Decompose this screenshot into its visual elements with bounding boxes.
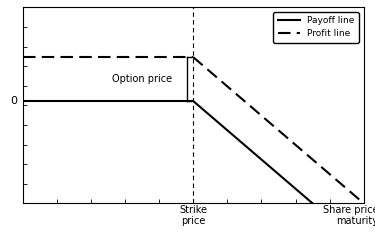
Text: Option price: Option price [112,74,172,84]
Text: Share price at
maturity: Share price at maturity [322,205,375,226]
Text: Strike
price: Strike price [179,205,207,226]
Legend: Payoff line, Profit line: Payoff line, Profit line [273,12,359,42]
Text: 0: 0 [10,96,17,106]
